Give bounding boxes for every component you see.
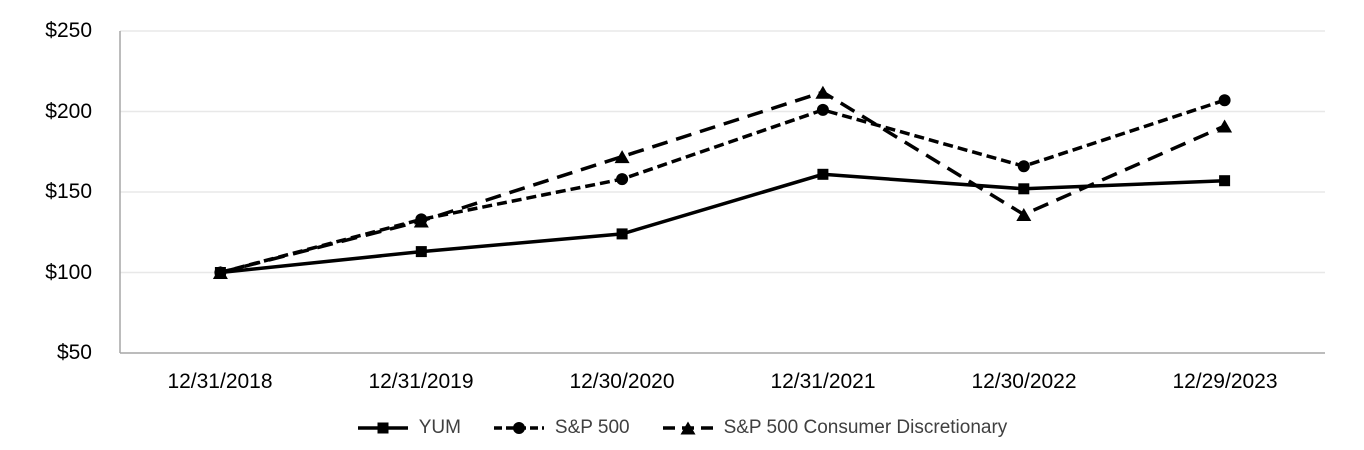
y-tick-label: $50 xyxy=(56,341,92,364)
x-tick-label: 12/29/2023 xyxy=(1172,370,1278,393)
x-tick-label: 12/31/2021 xyxy=(770,370,876,393)
x-tick-label: 12/30/2020 xyxy=(569,370,675,393)
series-line-sp500cd xyxy=(219,90,1226,275)
marker-sp500cd-0 xyxy=(212,266,228,279)
legend-label-yum: YUM xyxy=(418,417,461,438)
marker-yum-5 xyxy=(1219,175,1231,187)
y-tick-label: $100 xyxy=(45,260,92,284)
legend-swatch-sp500 xyxy=(493,422,544,434)
legend-marker-yum xyxy=(377,422,389,434)
series-line-yum xyxy=(220,172,1225,275)
marker-sp500cd-2 xyxy=(614,150,630,164)
y-tick-label: $150 xyxy=(45,180,92,203)
marker-sp500-2 xyxy=(616,173,629,186)
marker-sp500cd-4 xyxy=(1016,208,1032,221)
marker-sp500-4 xyxy=(1017,160,1030,173)
legend-marker-sp500 xyxy=(512,422,525,434)
legend-swatch-sp500-consumer-discretionary xyxy=(662,421,713,435)
marker-sp500cd-3 xyxy=(815,85,831,99)
legend-label-sp500: S&P 500 xyxy=(554,417,630,438)
marker-sp500-5 xyxy=(1218,94,1231,107)
marker-yum-2 xyxy=(616,228,628,240)
x-tick-label: 12/30/2022 xyxy=(971,370,1077,393)
x-tick-label: 12/31/2019 xyxy=(368,370,474,393)
legend-swatch-yum xyxy=(357,422,408,434)
legend-marker-sp500cd xyxy=(680,421,696,435)
series-line-sp500 xyxy=(219,98,1226,275)
legend-item-sp500-consumer-discretionary: S&P 500 Consumer Discretionary xyxy=(662,417,1008,439)
y-tick-label: $250 xyxy=(45,19,92,42)
legend-label-sp500-consumer-discretionary: S&P 500 Consumer Discretionary xyxy=(723,417,1008,438)
legend-item-sp500: S&P 500 xyxy=(493,417,630,439)
legend: YUM S&P 500 S&P 500 Consumer Discretiona… xyxy=(0,413,1364,443)
marker-yum-4 xyxy=(1018,183,1030,195)
marker-yum-3 xyxy=(817,168,829,180)
marker-yum-1 xyxy=(415,246,427,258)
marker-sp500-3 xyxy=(816,103,829,116)
y-tick-label: $200 xyxy=(45,99,92,123)
x-tick-label: 12/31/2018 xyxy=(167,370,273,393)
marker-sp500cd-5 xyxy=(1217,119,1233,133)
legend-item-yum: YUM xyxy=(357,417,461,439)
marker-sp500cd-1 xyxy=(413,214,429,228)
